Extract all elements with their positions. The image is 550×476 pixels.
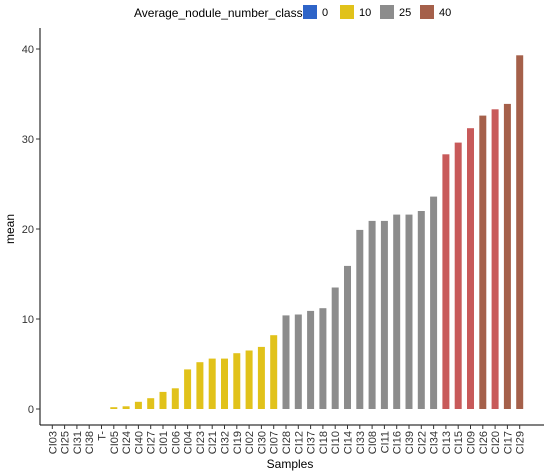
bar-ci01 [159,391,167,409]
y-tick-label: 10 [22,314,34,326]
x-tick-label: CI26 [478,431,490,454]
x-tick-label: CI25 [60,431,72,454]
legend-swatch [340,5,354,19]
bar-ci13 [442,154,450,409]
y-tick-label: 0 [28,404,34,416]
x-tick-label: CI38 [84,431,96,454]
bar-ci40 [134,401,142,409]
legend-label: 0 [322,7,328,19]
x-tick-label: CI30 [256,431,268,454]
bar-ci26 [479,115,487,409]
legend-label: 10 [359,7,371,19]
bar-ci02 [245,350,253,409]
x-tick-label: CI16 [392,431,404,454]
bar-ci27 [147,398,155,409]
x-tick-label: CI20 [490,431,502,454]
x-tick-label: CI22 [416,431,428,454]
x-tick-label: CI06 [170,431,182,454]
x-tick-label: CI14 [343,431,355,454]
legend-label: 25 [399,7,411,19]
legend-swatch [420,5,434,19]
x-tick-label: CI24 [121,431,133,454]
bar-ci16 [393,214,401,409]
bar-ci08 [368,220,376,409]
bar-ci15 [454,142,462,409]
bar-ci06 [171,388,179,409]
bar-ci39 [405,214,413,409]
x-tick-label: CI07 [269,431,281,454]
x-tick-label: CI21 [207,431,219,454]
bar-ci30 [257,346,265,409]
x-tick-label: CI28 [281,431,293,454]
bar-ci24 [122,406,130,409]
x-tick-label: CI02 [244,431,256,454]
y-tick-label: 20 [22,224,34,236]
x-tick-label: CI19 [232,431,244,454]
bar-ci29 [516,55,524,410]
legend-label: 40 [439,7,451,19]
bar-ci22 [417,211,425,409]
y-axis-title: mean [3,214,17,244]
bar-ci33 [356,229,364,409]
bar-ci37 [307,310,315,409]
x-tick-label: CI37 [306,431,318,454]
x-tick-label: CI23 [195,431,207,454]
bar-ci21 [208,358,216,409]
legend-swatch [303,5,317,19]
bar-ci05 [110,407,118,409]
bar-ci12 [294,314,302,409]
x-axis-title: Samples [267,457,314,471]
x-tick-label: CI04 [183,431,195,454]
x-tick-label: CI13 [441,431,453,454]
bar-ci17 [503,103,511,410]
legend: Average_nodule_number_class 0 10 25 40 [134,5,451,20]
x-tick-label: CI32 [220,431,232,454]
x-tick-label: CI10 [330,431,342,454]
y-tick-label: 40 [22,44,34,56]
bar-ci14 [344,265,351,409]
bar-ci32 [221,358,228,409]
x-tick-label: CI01 [158,431,170,454]
bar-ci34 [430,196,438,409]
legend-swatch [380,5,394,19]
x-tick-label: CI39 [404,431,416,454]
bar-ci19 [233,353,241,409]
x-tick-label: CI17 [502,431,514,454]
x-tick-label: CI33 [355,431,367,454]
y-tick-label: 30 [22,134,34,146]
bar-ci20 [491,109,499,410]
bar-ci28 [282,315,290,409]
x-tick-label: CI12 [293,431,305,454]
x-tick-label: CI09 [466,431,478,454]
bar-ci23 [196,362,204,409]
x-tick-label: CI08 [367,431,379,454]
x-tick-label: CI29 [515,431,527,454]
x-tick-label: CI27 [146,431,158,454]
x-tick-label: CI11 [379,431,391,453]
x-tick-label: CI03 [47,431,59,454]
legend-title: Average_nodule_number_class [134,6,303,20]
bar-ci18 [319,308,327,409]
x-tick-label: CI05 [109,431,121,454]
bar-ci07 [270,335,278,409]
bar-ci09 [467,128,474,409]
x-tick-label: T- [97,431,109,441]
x-tick-label: CI15 [453,431,465,454]
x-tick-label: CI40 [133,431,145,454]
bar-ci04 [184,369,192,409]
x-tick-label: CI31 [72,431,84,454]
x-tick-label: CI34 [429,431,441,454]
bar-ci10 [331,287,339,409]
bar-ci11 [380,220,388,409]
x-tick-label: CI18 [318,431,330,454]
